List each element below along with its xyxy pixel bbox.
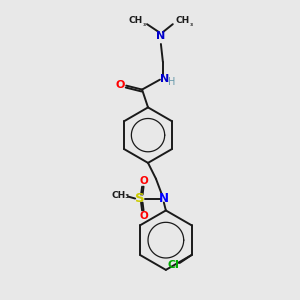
Text: O: O [140, 212, 148, 221]
Text: CH₃: CH₃ [111, 191, 129, 200]
Text: O: O [140, 176, 148, 186]
Text: H: H [168, 76, 176, 87]
Text: CH: CH [128, 16, 142, 25]
Text: O: O [116, 80, 125, 90]
Text: Cl: Cl [168, 260, 180, 270]
Text: N: N [160, 74, 170, 84]
Text: ₃: ₃ [190, 21, 193, 27]
Text: N: N [156, 31, 166, 41]
Text: ₃: ₃ [142, 21, 146, 27]
Text: CH: CH [176, 16, 190, 25]
Text: N: N [159, 192, 169, 205]
Text: S: S [135, 192, 145, 205]
